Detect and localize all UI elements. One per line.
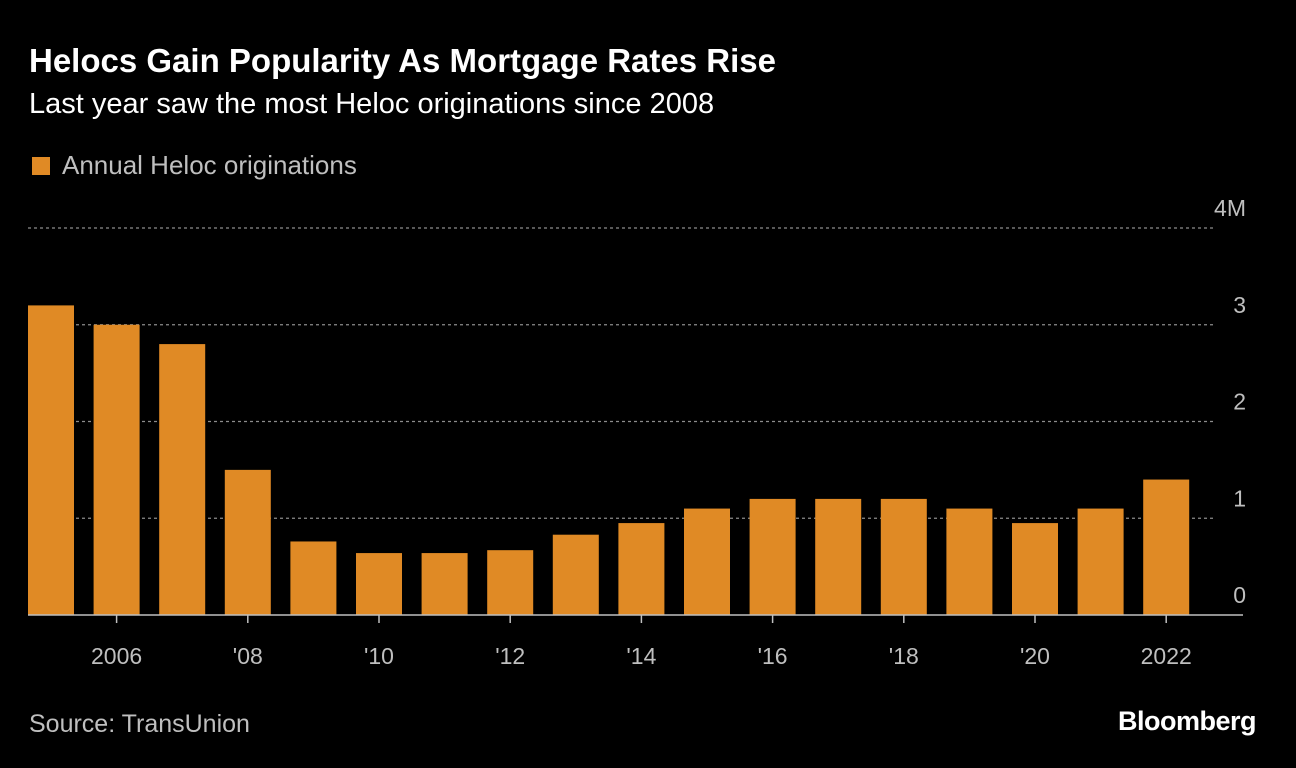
bar-2009 <box>290 541 337 615</box>
gridlines <box>28 227 1216 519</box>
bar-2015 <box>684 508 730 615</box>
bar-2005 <box>28 305 74 615</box>
chart-subtitle: Last year saw the most Heloc origination… <box>29 88 715 120</box>
bar-2021 <box>1077 508 1124 615</box>
y-tick-label: 4M <box>1214 195 1246 221</box>
bar-2010 <box>356 553 402 615</box>
x-tick-label: 2006 <box>91 643 142 669</box>
y-tick-label: 1 <box>1233 485 1246 511</box>
source-note: Source: TransUnion <box>29 710 250 738</box>
bar-2011 <box>421 553 468 615</box>
bar-2006 <box>93 324 140 615</box>
bloomberg-logo: Bloomberg <box>1117 706 1257 736</box>
bar-2019 <box>946 508 993 615</box>
bar-2016 <box>749 498 796 615</box>
bar-2008 <box>224 469 271 615</box>
y-tick-label: 0 <box>1233 582 1246 608</box>
bar-2022 <box>1143 479 1190 615</box>
bar-2013 <box>552 534 599 615</box>
legend: Annual Heloc originations <box>32 150 357 181</box>
x-tick-label: 2022 <box>1141 643 1192 669</box>
bar-2014 <box>618 523 665 615</box>
legend-label: Annual Heloc originations <box>62 150 357 180</box>
bar-2018 <box>880 498 927 615</box>
x-tick-label: '20 <box>1020 643 1050 669</box>
y-tick-label: 2 <box>1233 389 1246 415</box>
axes: 0 1 2 3 4M 2006 '08 '10 '12 '14 '16 '18 '20 2022 <box>28 195 1246 669</box>
x-tick-label: '08 <box>233 643 263 669</box>
x-tick-label: '12 <box>495 643 525 669</box>
x-tick-label: '16 <box>758 643 788 669</box>
x-tick-label: '14 <box>626 643 656 669</box>
bar-2007 <box>159 344 206 615</box>
bars <box>28 305 1190 615</box>
bar-2020 <box>1012 523 1058 615</box>
y-tick-label: 3 <box>1233 292 1246 318</box>
x-tick-label: '18 <box>889 643 919 669</box>
bar-2017 <box>815 498 862 615</box>
bar-2012 <box>487 550 534 615</box>
chart-title: Helocs Gain Popularity As Mortgage Rates… <box>29 42 776 79</box>
legend-swatch <box>32 156 50 175</box>
x-tick-label: '10 <box>364 643 394 669</box>
